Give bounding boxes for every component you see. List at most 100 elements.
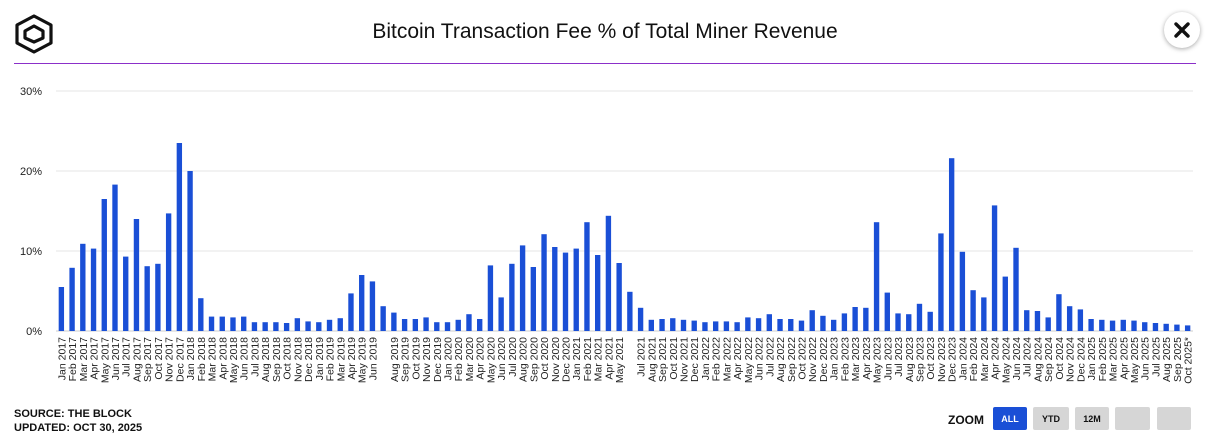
bar[interactable] <box>1056 294 1062 331</box>
bar[interactable] <box>627 291 633 331</box>
bar[interactable] <box>788 319 794 331</box>
bar[interactable] <box>734 322 740 331</box>
bar[interactable] <box>112 184 118 331</box>
bar[interactable] <box>401 319 408 331</box>
bar[interactable] <box>1034 311 1041 331</box>
bar[interactable] <box>691 320 697 331</box>
bar[interactable] <box>541 234 547 331</box>
bar[interactable] <box>305 321 311 331</box>
bar[interactable] <box>659 319 665 331</box>
bar[interactable] <box>895 313 901 331</box>
bar[interactable] <box>927 311 933 331</box>
bar[interactable] <box>584 222 590 331</box>
bar[interactable] <box>219 316 225 331</box>
bar[interactable] <box>766 314 772 331</box>
bar[interactable] <box>777 319 783 331</box>
bar[interactable] <box>573 248 579 331</box>
bar[interactable] <box>123 256 129 331</box>
zoom-extra-button-1[interactable] <box>1115 407 1150 430</box>
bar[interactable] <box>809 310 815 331</box>
bar[interactable] <box>595 255 601 331</box>
bar[interactable] <box>144 266 150 331</box>
bar[interactable] <box>348 293 354 331</box>
zoom-extra-button-2[interactable] <box>1157 407 1191 430</box>
bar[interactable] <box>1024 310 1030 331</box>
bar[interactable] <box>755 318 762 331</box>
bar[interactable] <box>1088 319 1094 331</box>
bar[interactable] <box>69 267 75 331</box>
bar[interactable] <box>90 248 97 331</box>
bar[interactable] <box>1131 320 1137 331</box>
bar[interactable] <box>487 265 494 331</box>
bar[interactable] <box>176 143 183 331</box>
bar[interactable] <box>562 252 569 331</box>
bar[interactable] <box>991 205 998 331</box>
bar[interactable] <box>670 318 676 331</box>
bar[interactable] <box>745 317 751 331</box>
bar[interactable] <box>1002 276 1008 331</box>
bar[interactable] <box>948 158 955 331</box>
bar[interactable] <box>101 199 107 331</box>
bar[interactable] <box>723 321 730 331</box>
bar[interactable] <box>830 319 837 331</box>
bar[interactable] <box>241 316 247 331</box>
bar[interactable] <box>906 314 912 331</box>
bar[interactable] <box>326 319 333 331</box>
bar[interactable] <box>391 312 397 331</box>
bar[interactable] <box>712 321 719 331</box>
bar[interactable] <box>466 314 472 331</box>
bar[interactable] <box>841 313 848 331</box>
bar[interactable] <box>884 292 890 331</box>
bar[interactable] <box>605 215 612 331</box>
bar[interactable] <box>648 319 654 331</box>
bar[interactable] <box>294 318 301 331</box>
close-button[interactable] <box>1164 12 1200 48</box>
bar[interactable] <box>1109 320 1116 331</box>
bar[interactable] <box>959 251 966 331</box>
bar[interactable] <box>530 267 537 331</box>
bar[interactable] <box>423 317 429 331</box>
bar[interactable] <box>412 319 419 331</box>
bar[interactable] <box>208 316 215 331</box>
bar[interactable] <box>519 245 526 331</box>
zoom-all-button[interactable]: ALL <box>993 407 1027 430</box>
bar[interactable] <box>1174 324 1180 331</box>
bar[interactable] <box>1163 323 1169 331</box>
bar[interactable] <box>798 320 805 331</box>
bar[interactable] <box>1120 319 1126 331</box>
bar[interactable] <box>1013 247 1019 331</box>
bar[interactable] <box>873 222 880 331</box>
bar[interactable] <box>1077 309 1084 331</box>
bar[interactable] <box>938 233 944 331</box>
bar[interactable] <box>477 319 483 331</box>
bar[interactable] <box>251 322 258 331</box>
bar[interactable] <box>1099 319 1105 331</box>
bar[interactable] <box>273 322 279 331</box>
bar[interactable] <box>58 287 65 331</box>
bar[interactable] <box>981 297 987 331</box>
bar[interactable] <box>970 290 976 331</box>
bar[interactable] <box>863 307 869 331</box>
bar[interactable] <box>1066 306 1073 331</box>
bar[interactable] <box>155 263 161 331</box>
bar[interactable] <box>444 322 451 331</box>
bar[interactable] <box>369 281 376 331</box>
bar[interactable] <box>337 318 343 331</box>
bar[interactable] <box>1142 322 1148 331</box>
bar[interactable] <box>820 315 826 331</box>
bar[interactable] <box>165 213 172 331</box>
bar[interactable] <box>230 317 236 331</box>
zoom-ytd-button[interactable]: YTD <box>1033 407 1069 430</box>
bar[interactable] <box>509 263 515 331</box>
bar[interactable] <box>359 275 365 331</box>
bar[interactable] <box>702 322 708 331</box>
bar[interactable] <box>637 307 644 331</box>
bar[interactable] <box>455 319 461 331</box>
bar[interactable] <box>283 323 290 331</box>
bar[interactable] <box>1152 323 1159 331</box>
bar[interactable] <box>916 303 923 331</box>
bar[interactable] <box>262 322 268 331</box>
bar[interactable] <box>680 319 687 331</box>
bar[interactable] <box>198 298 204 331</box>
bar[interactable] <box>498 297 504 331</box>
